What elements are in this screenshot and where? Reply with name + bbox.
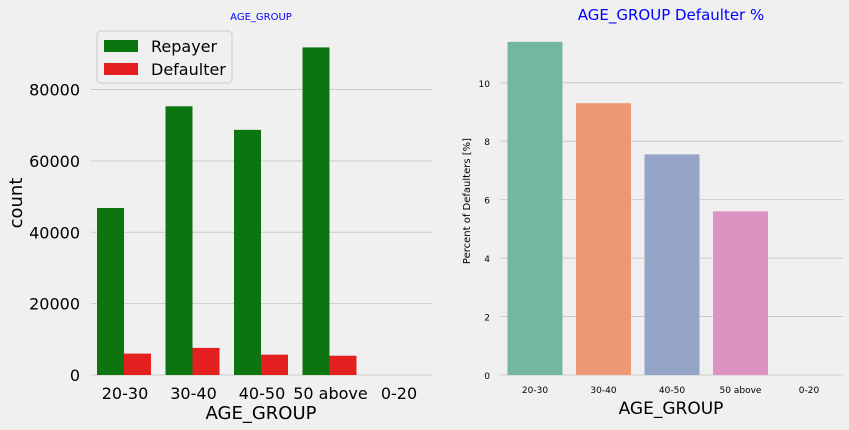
left-y-tick-label: 0 — [70, 366, 80, 385]
right-bars — [507, 41, 768, 376]
bar-defaulter-50-above — [329, 355, 357, 375]
right-x-tick-label: 0-20 — [799, 386, 820, 396]
right-y-tick-label: 6 — [484, 197, 490, 207]
left-chart-title: AGE_GROUP — [230, 12, 292, 23]
left-x-ticks: 20-30 30-40 40-50 50 above 0-20 — [102, 384, 417, 403]
left-x-tick-label: 20-30 — [102, 384, 149, 403]
right-x-ticks: 20-30 30-40 40-50 50 above 0-20 — [522, 386, 820, 396]
left-x-axis-label: AGE_GROUP — [206, 403, 317, 424]
left-x-tick-label: 0-20 — [381, 384, 417, 403]
left-x-tick-label: 30-40 — [170, 384, 217, 403]
right-x-tick-label: 50 above — [720, 386, 762, 396]
right-y-axis-label: Percent of Defaulters [%] — [462, 138, 473, 264]
right-y-tick-label: 10 — [479, 80, 491, 90]
right-x-axis-label: AGE_GROUP — [619, 399, 724, 419]
left-y-tick-label: 80000 — [29, 81, 80, 100]
bar-defaulter-pct-50-above — [713, 211, 768, 375]
left-legend: Repayer Defaulter — [96, 30, 233, 84]
right-y-tick-label: 4 — [484, 255, 490, 265]
left-y-tick-label: 20000 — [29, 295, 80, 314]
right-x-tick-label: 40-50 — [659, 386, 685, 396]
legend-swatch-defaulter — [104, 63, 138, 75]
bar-repayer-50-above — [302, 47, 330, 376]
left-chart: 0 20000 40000 60000 80000 20-30 30-40 40-50 50 … — [6, 12, 432, 424]
bar-repayer-30-40 — [165, 106, 193, 375]
legend-swatch-repayer — [104, 40, 138, 52]
left-y-tick-label: 40000 — [29, 223, 80, 242]
bar-repayer-40-50 — [234, 129, 261, 375]
bar-defaulter-30-40 — [192, 347, 220, 375]
left-bars — [97, 47, 357, 376]
left-gridlines — [91, 89, 432, 376]
left-x-tick-label: 50 above — [293, 384, 368, 403]
legend-label-repayer: Repayer — [151, 37, 218, 56]
right-x-tick-label: 20-30 — [522, 386, 548, 396]
legend-label-defaulter: Defaulter — [151, 60, 226, 79]
right-y-tick-label: 2 — [484, 314, 490, 324]
right-chart: 0 2 4 6 8 10 20-30 30-40 40-50 50 above 0-20 AGE_… — [462, 6, 843, 419]
left-y-ticks: 0 20000 40000 60000 80000 — [29, 81, 80, 385]
right-x-tick-label: 30-40 — [590, 386, 616, 396]
bar-defaulter-pct-20-30 — [507, 41, 563, 376]
bar-defaulter-20-30 — [124, 353, 151, 375]
bar-defaulter-40-50 — [261, 354, 288, 375]
left-y-tick-label: 60000 — [29, 152, 80, 171]
left-x-tick-label: 40-50 — [239, 384, 286, 403]
bar-defaulter-pct-30-40 — [576, 103, 631, 375]
left-y-axis-label: count — [6, 178, 27, 229]
bar-defaulter-pct-40-50 — [644, 154, 700, 375]
right-chart-title: AGE_GROUP Defaulter % — [578, 6, 764, 25]
bar-repayer-20-30 — [97, 207, 124, 375]
right-y-tick-label: 0 — [484, 372, 490, 382]
right-y-ticks: 0 2 4 6 8 10 — [479, 80, 491, 382]
right-y-tick-label: 8 — [484, 138, 490, 148]
